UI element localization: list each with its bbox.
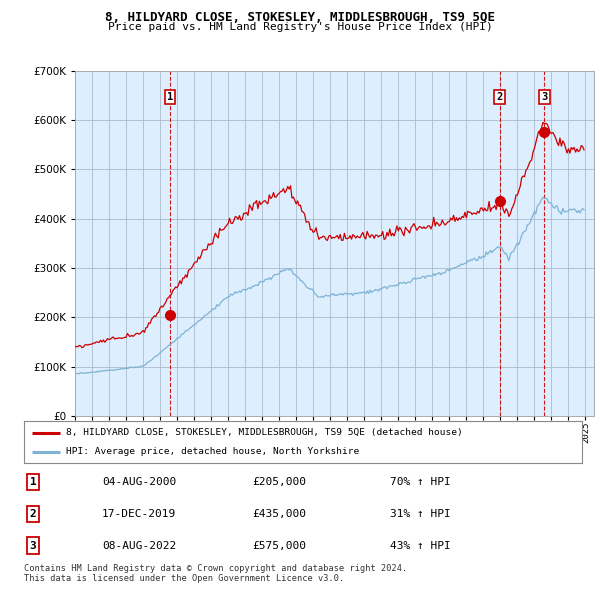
Text: 8, HILDYARD CLOSE, STOKESLEY, MIDDLESBROUGH, TS9 5QE: 8, HILDYARD CLOSE, STOKESLEY, MIDDLESBRO…	[105, 11, 495, 24]
Text: £205,000: £205,000	[252, 477, 306, 487]
Text: 17-DEC-2019: 17-DEC-2019	[102, 509, 176, 519]
Text: £435,000: £435,000	[252, 509, 306, 519]
Text: HPI: Average price, detached house, North Yorkshire: HPI: Average price, detached house, Nort…	[66, 447, 359, 456]
Text: 1: 1	[167, 91, 173, 101]
Text: Price paid vs. HM Land Registry's House Price Index (HPI): Price paid vs. HM Land Registry's House …	[107, 22, 493, 32]
Text: 8, HILDYARD CLOSE, STOKESLEY, MIDDLESBROUGH, TS9 5QE (detached house): 8, HILDYARD CLOSE, STOKESLEY, MIDDLESBRO…	[66, 428, 463, 437]
Text: 08-AUG-2022: 08-AUG-2022	[102, 540, 176, 550]
Text: 1: 1	[29, 477, 37, 487]
Text: 3: 3	[541, 91, 547, 101]
Text: Contains HM Land Registry data © Crown copyright and database right 2024.
This d: Contains HM Land Registry data © Crown c…	[24, 563, 407, 583]
Text: 70% ↑ HPI: 70% ↑ HPI	[390, 477, 451, 487]
Text: 31% ↑ HPI: 31% ↑ HPI	[390, 509, 451, 519]
Text: 43% ↑ HPI: 43% ↑ HPI	[390, 540, 451, 550]
Text: 2: 2	[497, 91, 503, 101]
Text: 2: 2	[29, 509, 37, 519]
Text: 3: 3	[29, 540, 37, 550]
Text: £575,000: £575,000	[252, 540, 306, 550]
Text: 04-AUG-2000: 04-AUG-2000	[102, 477, 176, 487]
